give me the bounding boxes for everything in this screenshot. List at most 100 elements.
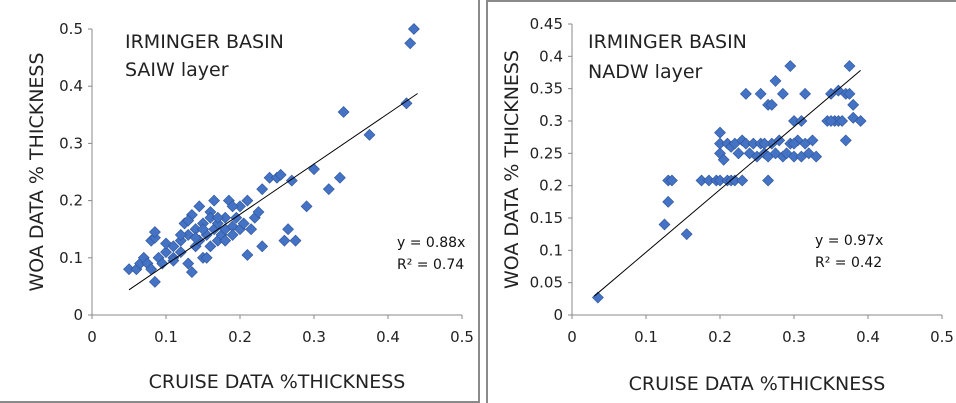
x-tick-label: 0	[567, 328, 577, 346]
data-point	[714, 126, 726, 139]
data-point	[776, 87, 789, 100]
y-tick-label: 0.4	[59, 77, 83, 95]
data-point	[784, 60, 797, 72]
y-tick-label: 0.3	[539, 112, 563, 130]
data-point	[843, 87, 856, 100]
data-point	[754, 87, 767, 100]
x-tick-label: 0.2	[708, 328, 732, 346]
data-point	[256, 240, 269, 253]
data-point	[274, 168, 287, 181]
y-tick-label: 0.1	[539, 241, 563, 259]
y-tick-label: 0.35	[530, 80, 563, 98]
data-point	[762, 174, 775, 187]
trendline	[128, 93, 418, 291]
data-point	[806, 134, 819, 147]
data-point	[680, 228, 693, 241]
data-point	[732, 147, 745, 160]
chart-annotation: IRMINGER BASIN	[125, 31, 284, 53]
x-tick-label: 0.3	[302, 328, 326, 346]
chart-svg-saiw: 0 0.1 0.2 0.3 0.4 0.5 0 0.1 0.2 0.3 0.4 0.5 IRMINGER…	[26, 20, 474, 393]
x-tick-label: 0.4	[856, 328, 880, 346]
data-point	[167, 240, 180, 253]
data-point	[148, 226, 161, 238]
data-point	[847, 111, 860, 124]
y-tick-label: 0.05	[530, 274, 563, 292]
data-point	[765, 98, 778, 111]
data-point	[226, 228, 239, 241]
chart-annotation: NADW layer	[588, 61, 703, 83]
data-point	[337, 106, 350, 118]
data-point	[182, 257, 195, 270]
data-point	[174, 228, 187, 241]
y-tick-label: 0.25	[530, 144, 563, 162]
data-point	[769, 74, 782, 87]
y-tick-label: 0.5	[59, 20, 83, 38]
data-point	[226, 200, 239, 213]
y-axis-title: WOA DATA % THICKNESS	[501, 50, 523, 289]
data-point	[185, 266, 198, 279]
data-point	[148, 275, 161, 288]
r-squared-label: R² = 0.42	[815, 255, 882, 271]
chart-annotation: SAIW layer	[125, 59, 229, 81]
x-tick-label: 0.1	[154, 328, 178, 346]
x-tick-label: 0.1	[634, 328, 658, 346]
data-point	[193, 200, 206, 213]
data-point	[197, 223, 209, 236]
x-axis-title: CRUISE DATA %THICKNESS	[629, 373, 886, 395]
data-point	[300, 200, 313, 213]
data-point	[758, 137, 771, 150]
x-tick-label: 0.5	[930, 328, 954, 346]
data-point	[174, 246, 187, 259]
data-point	[739, 87, 752, 100]
data-point	[156, 257, 169, 270]
y-tick-label: 0.2	[59, 192, 83, 210]
data-point	[245, 223, 258, 236]
y-tick-label: 0	[553, 306, 563, 324]
y-tick-label: 0	[73, 306, 83, 324]
data-point	[799, 87, 812, 100]
data-point	[788, 137, 800, 150]
data-point	[839, 134, 852, 147]
data-point	[160, 246, 172, 259]
data-point	[219, 234, 232, 247]
data-point	[252, 206, 265, 218]
data-point	[658, 218, 671, 231]
data-point	[736, 174, 749, 187]
trendline	[593, 69, 861, 297]
chart-svg-nadw: 0 0.05 0.1 0.15 0.2 0.25 0.3 0.35 0.4 0.45 0 0.1 0.2…	[501, 15, 954, 395]
chart-annotation: IRMINGER BASIN	[588, 31, 747, 53]
data-point	[854, 115, 867, 127]
data-point	[237, 217, 250, 230]
x-tick-label: 0.5	[450, 328, 474, 346]
chart-panel-saiw: 0 0.1 0.2 0.3 0.4 0.5 0 0.1 0.2 0.3 0.4 0.5 IRMINGER…	[0, 0, 480, 403]
y-tick-label: 0.45	[530, 15, 563, 33]
trendline-equation: y = 0.97x	[815, 233, 883, 249]
data-point	[407, 23, 420, 35]
y-tick-label: 0.3	[59, 134, 83, 152]
x-tick-label: 0	[87, 328, 97, 346]
data-point	[289, 234, 302, 247]
r-squared-label: R² = 0.74	[397, 257, 464, 273]
data-point	[333, 171, 346, 184]
y-tick-label: 0.4	[539, 47, 563, 65]
data-point	[208, 194, 221, 207]
data-point	[182, 214, 195, 227]
data-point	[810, 150, 823, 163]
x-tick-label: 0.3	[782, 328, 806, 346]
data-point	[189, 231, 202, 244]
data-point	[285, 174, 298, 187]
x-axis-title: CRUISE DATA %THICKNESS	[149, 371, 406, 393]
data-point	[241, 194, 254, 207]
data-point	[241, 249, 254, 261]
y-axis-title: WOA DATA % THICKNESS	[26, 52, 48, 291]
data-point	[665, 174, 678, 187]
data-point	[322, 183, 335, 196]
data-point	[662, 195, 675, 208]
y-tick-label: 0.15	[530, 209, 563, 227]
data-point	[256, 183, 269, 196]
chart-panel-nadw: 0 0.05 0.1 0.15 0.2 0.25 0.3 0.35 0.4 0.45 0 0.1 0.2…	[486, 0, 956, 403]
data-point	[836, 115, 849, 127]
x-tick-label: 0.2	[228, 328, 252, 346]
y-tick-label: 0.2	[539, 177, 563, 195]
data-point	[404, 37, 417, 50]
